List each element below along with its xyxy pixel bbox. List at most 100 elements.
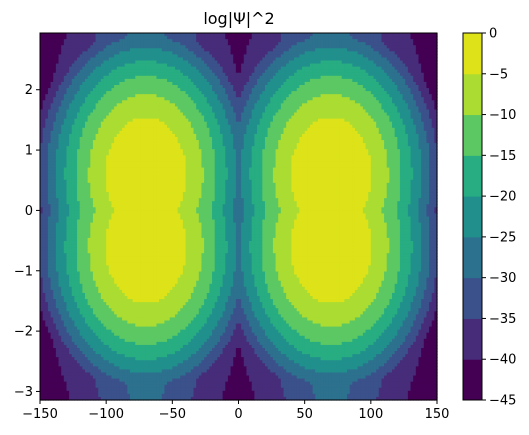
contour-cell	[331, 81, 335, 86]
contour-cell	[241, 106, 245, 111]
contour-cell	[365, 94, 369, 98]
contour-cell	[352, 75, 356, 80]
contour-cell	[214, 63, 218, 68]
contour-cell	[241, 66, 245, 71]
contour-cell	[296, 63, 300, 68]
contour-cell	[103, 97, 107, 101]
contour-cell	[331, 127, 335, 132]
contour-cell	[159, 54, 163, 59]
contour-cell	[61, 54, 65, 59]
contour-cell	[341, 84, 345, 89]
contour-cell	[270, 81, 274, 86]
contour-cell	[339, 51, 343, 56]
contour-cell	[172, 109, 176, 114]
contour-cell	[167, 51, 171, 56]
contour-cell	[50, 72, 54, 77]
contour-cell	[182, 69, 187, 74]
contour-cell	[198, 48, 203, 52]
contour-cell	[103, 33, 107, 37]
contour-cell	[399, 54, 404, 59]
contour-cell	[164, 57, 168, 62]
contour-cell	[159, 39, 163, 43]
contour-cell	[241, 81, 245, 86]
contour-cell	[198, 69, 203, 74]
contour-cell	[434, 112, 438, 117]
contour-cell	[90, 112, 94, 117]
contour-cell	[243, 39, 248, 43]
contour-cell	[352, 84, 356, 89]
contour-cell	[243, 103, 248, 107]
contour-cell	[370, 51, 375, 56]
contour-cell	[148, 72, 152, 77]
contour-cell	[299, 103, 303, 107]
contour-cell	[161, 75, 165, 80]
contour-cell	[429, 127, 433, 132]
contour-cell	[201, 45, 205, 49]
contour-cell	[156, 33, 160, 37]
contour-cell	[217, 112, 221, 117]
contour-cell	[167, 94, 171, 98]
contour-cell	[66, 78, 70, 83]
contour-cell	[257, 118, 261, 123]
contour-cell	[370, 39, 375, 43]
contour-cell	[188, 63, 192, 68]
contour-cell	[304, 81, 308, 86]
contour-cell	[122, 121, 126, 126]
contour-cell	[272, 130, 277, 135]
contour-cell	[108, 57, 113, 62]
contour-cell	[317, 124, 322, 129]
contour-cell	[288, 130, 293, 135]
contour-cell	[129, 106, 134, 111]
contour-cell	[336, 97, 340, 101]
contour-cell	[341, 106, 345, 111]
contour-cell	[45, 124, 49, 129]
contour-cell	[90, 133, 94, 138]
contour-cell	[132, 106, 136, 111]
contour-cell	[204, 94, 208, 98]
contour-cell	[132, 60, 136, 65]
contour-cell	[333, 39, 338, 43]
contour-cell	[362, 100, 367, 104]
contour-cell	[95, 118, 99, 123]
contour-cell	[397, 118, 401, 123]
contour-cell	[399, 124, 404, 129]
contour-cell	[42, 51, 46, 56]
contour-cell	[405, 115, 409, 120]
contour-cell	[365, 72, 369, 77]
contour-cell	[180, 112, 184, 117]
contour-cell	[145, 33, 150, 37]
contour-cell	[243, 48, 248, 52]
contour-cell	[384, 57, 388, 62]
contour-cell	[71, 39, 76, 43]
contour-cell	[278, 51, 282, 56]
contour-cell	[230, 121, 234, 126]
contour-cell	[230, 103, 234, 107]
contour-cell	[161, 33, 165, 37]
contour-cell	[278, 36, 282, 40]
contour-cell	[272, 88, 277, 92]
contour-cell	[392, 115, 396, 120]
contour-cell	[251, 66, 255, 71]
contour-cell	[402, 45, 406, 49]
contour-cell	[129, 36, 134, 40]
contour-cell	[174, 109, 179, 114]
contour-cell	[280, 88, 285, 92]
contour-cell	[339, 121, 343, 126]
contour-cell	[161, 84, 165, 89]
contour-cell	[307, 57, 311, 62]
contour-cell	[79, 63, 83, 68]
contour-cell	[103, 112, 107, 117]
contour-cell	[159, 60, 163, 65]
contour-cell	[161, 81, 165, 86]
contour-cell	[373, 72, 377, 77]
contour-cell	[336, 69, 340, 74]
contour-cell	[325, 48, 330, 52]
contour-cell	[357, 130, 361, 135]
contour-cell	[132, 36, 136, 40]
contour-cell	[410, 36, 414, 40]
contour-cell	[384, 42, 388, 46]
contour-cell	[169, 81, 173, 86]
contour-cell	[315, 45, 319, 49]
contour-cell	[71, 106, 76, 111]
contour-cell	[151, 69, 155, 74]
